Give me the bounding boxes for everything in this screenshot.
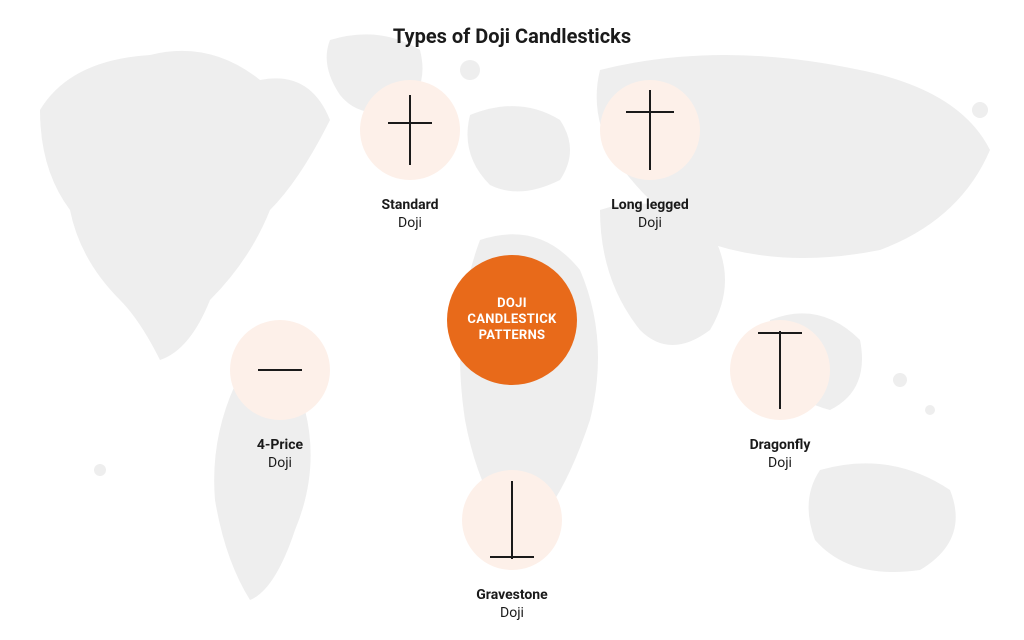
doji-node-four-price: 4-PriceDoji xyxy=(230,320,330,472)
diagram-title: Types of Doji Candlesticks xyxy=(0,24,1024,48)
doji-title-four-price: 4-Price xyxy=(230,436,330,454)
center-line1: DOJI xyxy=(497,296,527,311)
doji-node-dragonfly: DragonflyDoji xyxy=(730,320,830,472)
doji-circle-four-price xyxy=(230,320,330,420)
four-price-doji-icon xyxy=(230,320,330,420)
doji-circle-long-legged xyxy=(600,80,700,180)
doji-subtitle-standard: Doji xyxy=(360,214,460,232)
doji-title-dragonfly: Dragonfly xyxy=(730,436,830,454)
doji-subtitle-long-legged: Doji xyxy=(600,214,700,232)
dragonfly-doji-icon xyxy=(730,320,830,420)
doji-node-gravestone: GravestoneDoji xyxy=(462,470,562,622)
long-legged-doji-icon xyxy=(600,80,700,180)
doji-label-long-legged: Long leggedDoji xyxy=(600,196,700,232)
doji-label-gravestone: GravestoneDoji xyxy=(462,586,562,622)
center-line2: CANDLESTICK xyxy=(467,312,556,327)
doji-title-long-legged: Long legged xyxy=(600,196,700,214)
doji-circle-gravestone xyxy=(462,470,562,570)
doji-circle-standard xyxy=(360,80,460,180)
doji-node-long-legged: Long leggedDoji xyxy=(600,80,700,232)
doji-title-gravestone: Gravestone xyxy=(462,586,562,604)
doji-subtitle-gravestone: Doji xyxy=(462,604,562,622)
doji-subtitle-dragonfly: Doji xyxy=(730,454,830,472)
doji-label-dragonfly: DragonflyDoji xyxy=(730,436,830,472)
center-line3: PATTERNS xyxy=(479,328,546,343)
diagram-canvas: Types of Doji Candlesticks DOJI CANDLEST… xyxy=(0,0,1024,640)
doji-title-standard: Standard xyxy=(360,196,460,214)
gravestone-doji-icon xyxy=(462,470,562,570)
center-hub: DOJI CANDLESTICK PATTERNS xyxy=(447,255,577,385)
doji-subtitle-four-price: Doji xyxy=(230,454,330,472)
standard-doji-icon xyxy=(360,80,460,180)
doji-circle-dragonfly xyxy=(730,320,830,420)
doji-node-standard: StandardDoji xyxy=(360,80,460,232)
doji-label-four-price: 4-PriceDoji xyxy=(230,436,330,472)
doji-label-standard: StandardDoji xyxy=(360,196,460,232)
